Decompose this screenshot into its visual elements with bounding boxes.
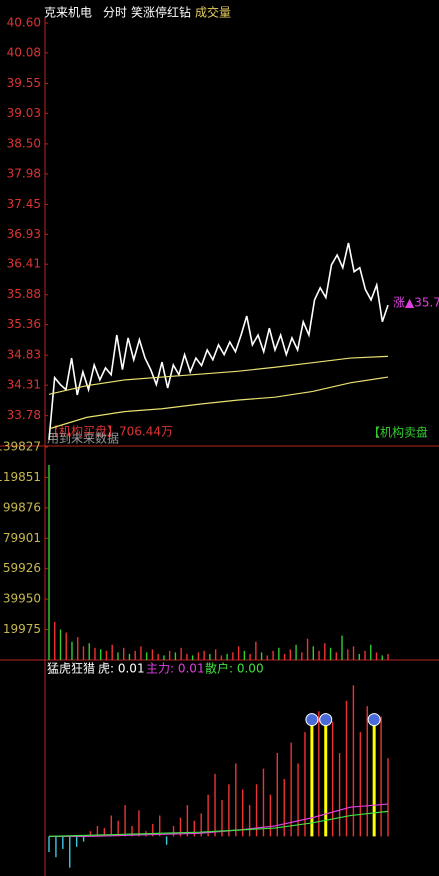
indicator-value: 主力: 0.01 <box>146 662 205 676</box>
y-tick-label: 34.83 <box>7 348 41 362</box>
y-tick-label: 33.78 <box>7 408 41 422</box>
y-tick-label: 99876 <box>3 500 41 514</box>
series-line <box>48 355 389 395</box>
tab[interactable]: 成交量 <box>195 5 231 20</box>
y-tick-label: 38.50 <box>7 136 41 150</box>
series-line <box>48 810 389 837</box>
y-tick-label: 36.93 <box>7 227 41 241</box>
y-tick-label: 37.98 <box>7 166 41 180</box>
y-tick-label: 35.36 <box>7 317 41 331</box>
indicator-name: 猛虎狂猎 <box>47 662 95 676</box>
signal-icon <box>305 713 319 727</box>
y-tick-label: 139827 <box>0 440 41 454</box>
tab[interactable]: 分时 <box>103 6 127 20</box>
annotation: 【机构卖盘 <box>368 425 428 440</box>
y-tick-label: 79901 <box>3 531 41 545</box>
indicator-value: 虎: 0.01 <box>98 662 145 676</box>
y-tick-label: 40.60 <box>7 16 41 30</box>
y-tick-label: 59926 <box>3 561 41 575</box>
y-tick-label: 35.88 <box>7 287 41 301</box>
signal-icon <box>319 713 333 727</box>
y-tick-label: 34.31 <box>7 378 41 392</box>
y-tick-label: 40.08 <box>7 45 41 59</box>
annotation: 用到未来数据 <box>47 431 119 446</box>
signal-icon <box>367 713 381 727</box>
series-line <box>48 242 389 440</box>
y-tick-label: 19975 <box>3 622 41 636</box>
stock-name: 克来机电 <box>44 6 92 20</box>
y-tick-label: 39.55 <box>7 76 41 90</box>
indicator-value: 散户: 0.00 <box>205 661 264 676</box>
y-tick-label: 39.03 <box>7 106 41 120</box>
tab[interactable]: 笑涨停红钻 <box>131 5 191 20</box>
y-tick-label: 39950 <box>3 592 41 606</box>
y-tick-label: 37.45 <box>7 197 41 211</box>
series-line <box>48 376 389 430</box>
y-tick-label: 119851 <box>0 470 41 484</box>
annotation: 【机构买盘】706.44万 <box>47 424 173 439</box>
y-tick-label: 36.41 <box>7 257 41 271</box>
annotation: 涨▲35.7 <box>393 295 439 310</box>
